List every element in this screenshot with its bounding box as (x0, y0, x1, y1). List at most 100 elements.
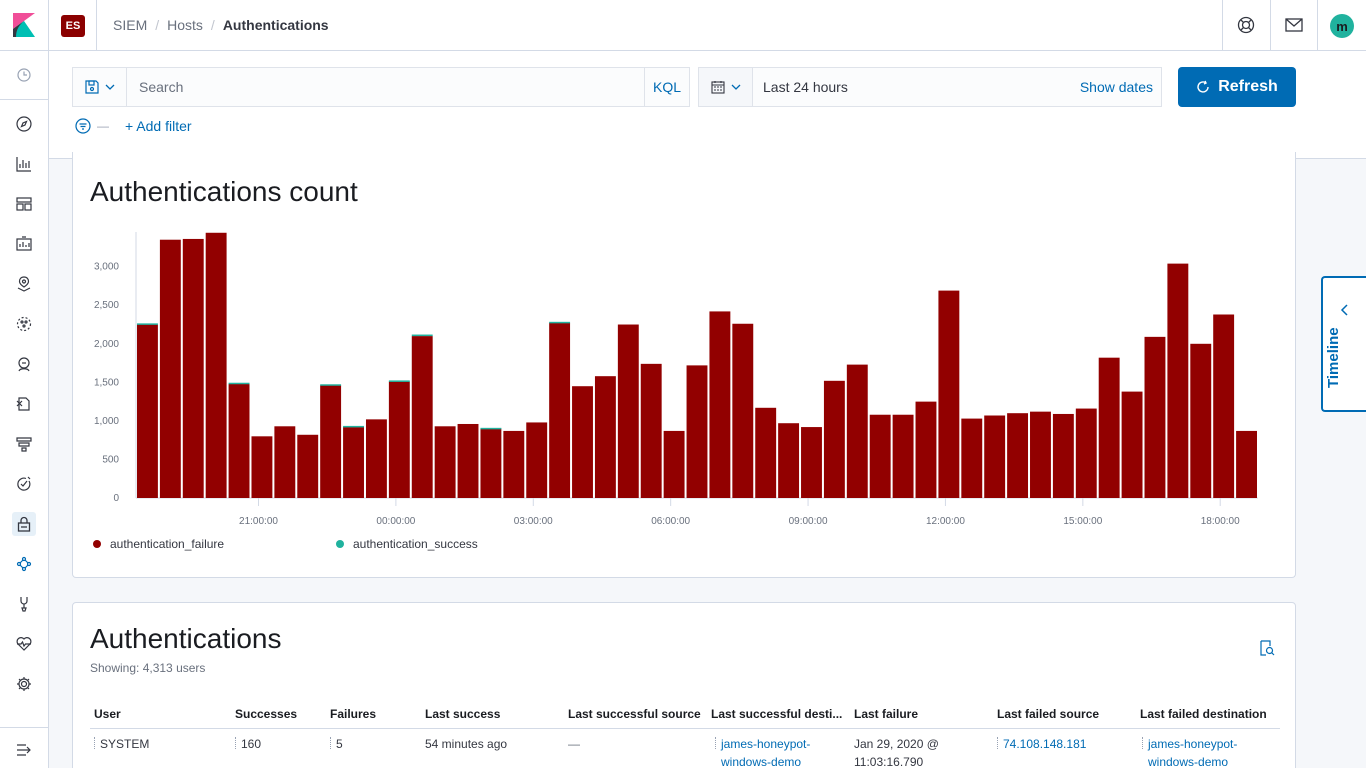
search-input[interactable] (127, 68, 644, 106)
bar-authentication-failure[interactable] (915, 401, 937, 498)
bar-authentication-failure[interactable] (1052, 413, 1074, 498)
bar-authentication-failure[interactable] (938, 290, 960, 498)
inspect-icon[interactable] (1259, 640, 1275, 661)
canvas-icon[interactable] (12, 232, 36, 256)
bar-authentication-success[interactable] (320, 384, 342, 386)
metrics-icon[interactable] (12, 352, 36, 376)
bar-authentication-failure[interactable] (846, 364, 868, 498)
bar-authentication-failure[interactable] (617, 324, 639, 498)
bar-authentication-failure[interactable] (1167, 263, 1189, 498)
maps-icon[interactable] (12, 272, 36, 296)
bar-authentication-failure[interactable] (503, 430, 525, 498)
bar-authentication-failure[interactable] (274, 426, 296, 498)
bar-authentication-failure[interactable] (137, 324, 158, 498)
bar-authentication-failure[interactable] (526, 422, 548, 498)
bar-authentication-failure[interactable] (1213, 314, 1235, 498)
legend-item-success[interactable]: authentication_success (336, 537, 478, 551)
bar-authentication-success[interactable] (411, 334, 433, 337)
bar-authentication-failure[interactable] (732, 323, 754, 498)
collapse-nav-icon[interactable] (12, 738, 36, 762)
bar-authentication-failure[interactable] (869, 414, 891, 498)
cell-last-failed-source[interactable]: 74.108.148.181 (997, 735, 1086, 753)
bar-authentication-success[interactable] (228, 382, 250, 385)
bar-authentication-failure[interactable] (801, 427, 822, 498)
bar-authentication-failure[interactable] (823, 380, 845, 498)
visualize-icon[interactable] (12, 152, 36, 176)
bar-authentication-failure[interactable] (549, 322, 571, 498)
col-failures[interactable]: Failures (330, 707, 377, 721)
machine-learning-icon[interactable] (12, 312, 36, 336)
bar-authentication-failure[interactable] (594, 376, 616, 498)
add-filter-button[interactable]: + Add filter (125, 118, 192, 134)
bar-authentication-failure[interactable] (1236, 430, 1257, 498)
bar-authentication-failure[interactable] (343, 427, 364, 498)
saved-query-button[interactable] (73, 68, 127, 106)
legend-item-failure[interactable]: authentication_failure (93, 537, 224, 551)
bar-authentication-failure[interactable] (205, 232, 227, 499)
bar-authentication-failure[interactable] (984, 415, 1006, 498)
breadcrumb-hosts[interactable]: Hosts (167, 17, 203, 33)
bar-authentication-failure[interactable] (1190, 343, 1212, 498)
bar-authentication-failure[interactable] (1121, 391, 1143, 498)
siem-lock-icon[interactable] (12, 512, 36, 536)
bar-authentication-failure[interactable] (1030, 411, 1051, 498)
timeline-flyout-tab[interactable]: Timeline (1321, 276, 1366, 412)
bar-authentication-failure[interactable] (1144, 336, 1166, 498)
bar-authentication-failure[interactable] (480, 428, 502, 498)
dev-tools-icon[interactable] (12, 592, 36, 616)
col-last-successful-source[interactable]: Last successful source (568, 707, 701, 721)
cell-successes[interactable]: 160 (235, 735, 261, 753)
kibana-logo-icon[interactable] (13, 13, 35, 37)
bar-authentication-failure[interactable] (961, 418, 983, 498)
bar-authentication-failure[interactable] (411, 336, 433, 498)
date-range-text[interactable]: Last 24 hours (763, 79, 848, 95)
bar-authentication-failure[interactable] (434, 426, 456, 498)
bar-authentication-failure[interactable] (182, 238, 204, 498)
quick-menu-button[interactable] (699, 68, 753, 106)
uptime-icon[interactable] (12, 472, 36, 496)
recently-viewed-icon[interactable] (12, 63, 36, 87)
col-last-successful-destination[interactable]: Last successful desti... (711, 707, 843, 721)
breadcrumb-siem[interactable]: SIEM (113, 17, 148, 33)
bar-authentication-failure[interactable] (663, 430, 685, 498)
cell-last-failed-destination[interactable]: james-honeypot-windows-demo (1142, 735, 1237, 768)
bar-authentication-failure[interactable] (709, 311, 731, 498)
user-avatar[interactable]: m (1330, 14, 1354, 38)
bar-authentication-failure[interactable] (297, 434, 319, 498)
bar-authentication-failure[interactable] (686, 365, 708, 498)
bar-authentication-failure[interactable] (228, 383, 250, 498)
bar-authentication-failure[interactable] (320, 385, 342, 498)
bar-authentication-success[interactable] (480, 427, 502, 430)
bar-authentication-failure[interactable] (365, 419, 387, 498)
show-dates-button[interactable]: Show dates (1079, 79, 1153, 95)
bar-authentication-failure[interactable] (159, 239, 181, 498)
col-successes[interactable]: Successes (235, 707, 298, 721)
col-last-failed-destination[interactable]: Last failed destination (1140, 707, 1267, 721)
bar-authentication-failure[interactable] (1075, 408, 1097, 498)
bar-authentication-success[interactable] (388, 380, 410, 382)
help-icon[interactable] (1235, 14, 1257, 36)
space-badge[interactable]: ES (61, 15, 85, 37)
bar-authentication-failure[interactable] (251, 436, 273, 498)
bar-authentication-failure[interactable] (892, 414, 914, 498)
mail-icon[interactable] (1283, 14, 1305, 36)
bar-authentication-failure[interactable] (1007, 413, 1029, 498)
management-gear-icon[interactable] (12, 672, 36, 696)
dashboard-icon[interactable] (12, 192, 36, 216)
kql-toggle-button[interactable]: KQL (644, 68, 689, 106)
monitoring-icon[interactable] (12, 632, 36, 656)
cell-user[interactable]: SYSTEM (94, 735, 149, 753)
graph-icon[interactable] (12, 552, 36, 576)
col-last-success[interactable]: Last success (425, 707, 501, 721)
bar-authentication-failure[interactable] (572, 386, 593, 498)
bar-authentication-success[interactable] (549, 321, 571, 324)
cell-failures[interactable]: 5 (330, 735, 343, 753)
col-last-failed-source[interactable]: Last failed source (997, 707, 1100, 721)
bar-authentication-failure[interactable] (388, 381, 410, 498)
bar-authentication-success[interactable] (343, 425, 364, 428)
bar-authentication-failure[interactable] (457, 423, 479, 498)
refresh-button[interactable]: Refresh (1178, 67, 1296, 107)
discover-compass-icon[interactable] (12, 112, 36, 136)
apm-icon[interactable] (12, 432, 36, 456)
col-user[interactable]: User (94, 707, 121, 721)
